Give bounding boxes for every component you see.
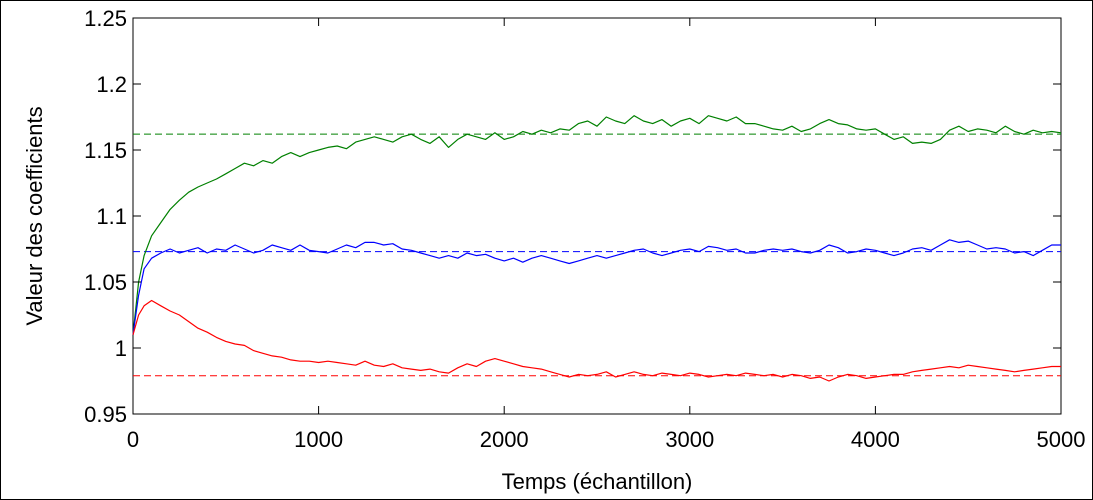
x-axis-label: Temps (échantillon) bbox=[502, 469, 693, 494]
y-tick-label: 1.2 bbox=[96, 72, 127, 97]
series-line-1 bbox=[132, 239, 1061, 335]
x-tick-label: 3000 bbox=[665, 427, 714, 452]
y-tick-label: 1.15 bbox=[84, 138, 127, 163]
x-tick-label: 2000 bbox=[480, 427, 529, 452]
y-axis-label: Valeur des coefficients bbox=[22, 106, 47, 325]
series-line-0 bbox=[132, 115, 1062, 335]
y-tick-label: 1 bbox=[115, 336, 127, 361]
x-axis-ticks: 0 1000 2000 3000 4000 5000 bbox=[127, 18, 1086, 452]
y-axis-ticks: 0.95 1 1.05 1.1 1.15 1.2 1.25 bbox=[84, 6, 1061, 427]
x-tick-label: 1000 bbox=[294, 427, 343, 452]
x-tick-label: 4000 bbox=[851, 427, 900, 452]
y-tick-label: 1.1 bbox=[96, 204, 127, 229]
y-tick-label: 0.95 bbox=[84, 402, 127, 427]
series-line-2 bbox=[132, 299, 1061, 382]
y-tick-label: 1.25 bbox=[84, 6, 127, 31]
y-tick-label: 1.05 bbox=[84, 270, 127, 295]
x-tick-label: 5000 bbox=[1037, 427, 1086, 452]
x-tick-label: 0 bbox=[127, 427, 139, 452]
series-lines bbox=[132, 115, 1062, 382]
plot-area bbox=[132, 17, 1062, 415]
